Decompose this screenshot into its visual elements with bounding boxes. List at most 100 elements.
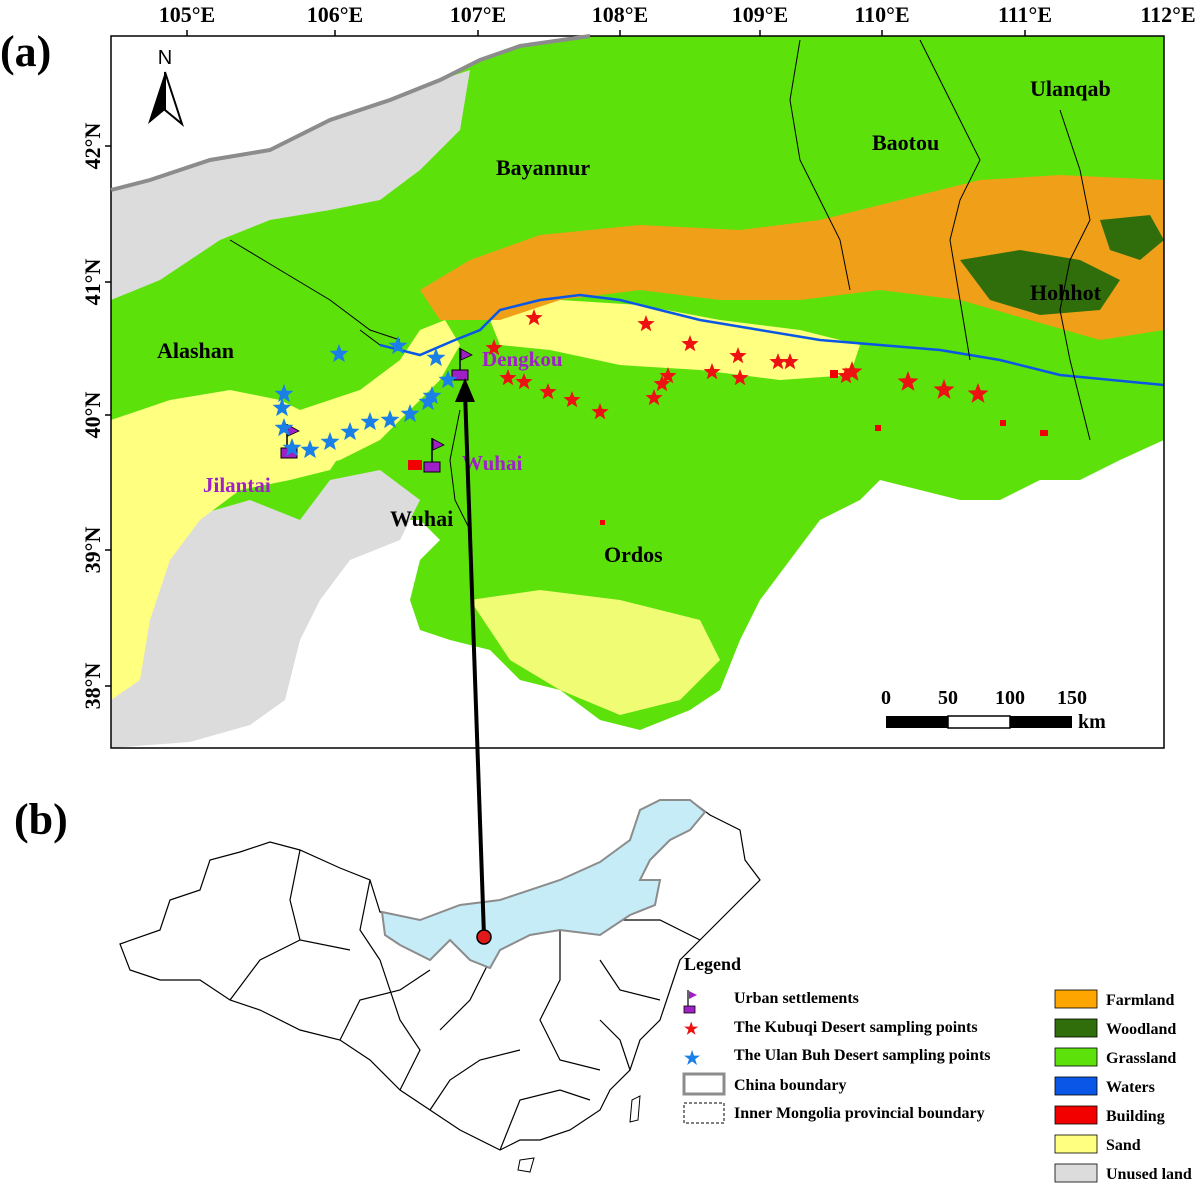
ulanbuh-sampling-point bbox=[380, 410, 400, 429]
kubuqi-sampling-point bbox=[525, 309, 543, 326]
hainan-island bbox=[517, 1157, 535, 1173]
lon-label-106: 106°E bbox=[307, 2, 363, 27]
region-ulanqab: Ulanqab bbox=[1030, 76, 1111, 101]
kubuqi-sampling-point bbox=[563, 391, 581, 408]
kubuqi-sampling-point bbox=[897, 371, 919, 391]
kubuqi-sampling-point bbox=[729, 347, 747, 364]
svg-text:China boundary: China boundary bbox=[734, 1077, 847, 1094]
legend-class-sand: Sand bbox=[1054, 1134, 1141, 1154]
frame-ticks bbox=[105, 30, 1026, 687]
lon-label-109: 109°E bbox=[732, 2, 788, 27]
kubuqi-sampling-points bbox=[485, 309, 989, 420]
ulanbuh-sampling-point bbox=[274, 384, 294, 403]
ulanbuh-sampling-point bbox=[340, 422, 360, 441]
legend-swatch bbox=[1054, 1076, 1098, 1096]
settlement-labels: Dengkou Jilantai Wuhai bbox=[203, 347, 563, 497]
settlement-jilantai: Jilantai bbox=[203, 473, 271, 497]
study-area-connector bbox=[455, 378, 492, 945]
kubuqi-sampling-point bbox=[769, 353, 787, 370]
scale-bar: 0 50 100 150 km bbox=[881, 687, 1106, 733]
unused-land-south bbox=[111, 470, 420, 748]
legend: Legend Urban settlements ★ The Kubuqi De… bbox=[682, 954, 1192, 1183]
lon-label-111: 111°E bbox=[998, 2, 1052, 27]
kubuqi-sampling-point bbox=[637, 315, 655, 332]
legend-class-label: Unused land bbox=[1106, 1166, 1192, 1183]
region-labels: Bayannur Baotou Ulanqab Hohhot Alashan O… bbox=[157, 76, 1111, 567]
region-alashan: Alashan bbox=[157, 338, 234, 363]
kubuqi-sampling-point bbox=[967, 383, 989, 403]
taiwan-island bbox=[629, 1095, 641, 1123]
legend-class-label: Farmland bbox=[1106, 992, 1175, 1009]
region-baotou: Baotou bbox=[872, 130, 939, 155]
city-boundaries bbox=[229, 39, 1091, 531]
land-class-legend: Farmland Woodland Grassland Waters Building S… bbox=[1054, 989, 1192, 1183]
svg-text:The Ulan Buh Desert sampling p: The Ulan Buh Desert sampling points bbox=[734, 1047, 991, 1064]
kubuqi-sampling-point bbox=[703, 363, 721, 380]
legend-class-label: Woodland bbox=[1106, 1021, 1176, 1038]
kubuqi-sampling-point bbox=[933, 379, 955, 399]
land-use-map bbox=[111, 36, 1164, 748]
svg-text:Inner Mongolia provincial boun: Inner Mongolia provincial boundary bbox=[734, 1105, 985, 1122]
legend-title: Legend bbox=[684, 954, 741, 974]
lon-label-110: 110°E bbox=[854, 2, 909, 27]
lat-label-41: 41°N bbox=[80, 259, 105, 306]
legend-class-building: Building bbox=[1054, 1105, 1165, 1125]
ulanbuh-sampling-point bbox=[422, 386, 442, 405]
kubuqi-sampling-point bbox=[515, 373, 533, 390]
region-bayannur: Bayannur bbox=[496, 155, 590, 180]
ulanbuh-sampling-point bbox=[282, 438, 302, 457]
ulanbuh-sampling-point bbox=[426, 348, 446, 367]
legend-item-china-boundary: China boundary bbox=[682, 1072, 847, 1096]
legend-class-label: Sand bbox=[1106, 1137, 1141, 1154]
svg-text:Urban settlements: Urban settlements bbox=[734, 990, 859, 1007]
kubuqi-sampling-point bbox=[781, 353, 799, 370]
svg-text:★: ★ bbox=[684, 1021, 699, 1038]
ulanbuh-sampling-point bbox=[418, 392, 438, 411]
im-boundary-line bbox=[110, 34, 591, 192]
yellow-river bbox=[379, 293, 1164, 387]
legend-class-label: Waters bbox=[1106, 1079, 1155, 1096]
lat-label-40: 40°N bbox=[80, 392, 105, 439]
unused-land-west bbox=[111, 70, 470, 300]
ulanbuh-sampling-point bbox=[320, 432, 340, 451]
lon-label-112: 112°E bbox=[1140, 2, 1195, 27]
ulanbuh-sampling-point bbox=[300, 440, 320, 459]
settlement-flag-wuhai bbox=[423, 438, 445, 473]
settlement-wuhai: Wuhai bbox=[462, 451, 522, 475]
legend-class-farmland: Farmland bbox=[1054, 989, 1175, 1009]
latitude-labels: 42°N 41°N 40°N 39°N 38°N bbox=[80, 123, 105, 710]
panel-b-label: (b) bbox=[14, 795, 68, 844]
sand-alashan bbox=[111, 390, 350, 700]
north-arrow: N bbox=[148, 47, 185, 127]
lon-label-107: 107°E bbox=[450, 2, 506, 27]
ulanbuh-sampling-point bbox=[388, 336, 408, 355]
woodland-patch bbox=[960, 250, 1120, 315]
legend-swatch bbox=[1054, 989, 1098, 1009]
legend-item-kubuqi: ★ The Kubuqi Desert sampling points bbox=[684, 1019, 978, 1038]
svg-text:The Kubuqi Desert sampling poi: The Kubuqi Desert sampling points bbox=[734, 1019, 978, 1036]
kubuqi-sampling-point bbox=[841, 361, 863, 381]
map-frame bbox=[110, 35, 1165, 749]
building-patches bbox=[408, 370, 1048, 525]
ulanbuh-sampling-point bbox=[438, 370, 458, 389]
inner-mongolia-region bbox=[380, 799, 707, 970]
ulanbuh-sampling-point bbox=[272, 398, 292, 417]
scale-unit: km bbox=[1078, 711, 1106, 733]
kubuqi-sampling-point bbox=[645, 389, 663, 406]
kubuqi-sampling-point bbox=[731, 369, 749, 386]
legend-swatch bbox=[1054, 1047, 1098, 1067]
kubuqi-sampling-point bbox=[485, 339, 503, 356]
ulanbuh-sampling-point bbox=[360, 412, 380, 431]
kubuqi-sampling-point bbox=[499, 369, 517, 386]
lat-label-39: 39°N bbox=[80, 527, 105, 574]
farmland-hetao bbox=[420, 175, 1164, 340]
ulanbuh-sampling-point bbox=[400, 404, 420, 423]
region-ordos: Ordos bbox=[604, 542, 663, 567]
sand-ordos-south bbox=[470, 590, 720, 715]
region-wuhai: Wuhai bbox=[390, 506, 453, 531]
lat-label-38: 38°N bbox=[80, 663, 105, 710]
legend-item-urban: Urban settlements bbox=[683, 990, 859, 1014]
legend-item-im-boundary: Inner Mongolia provincial boundary bbox=[683, 1102, 985, 1124]
settlement-flag-dengkou bbox=[451, 348, 473, 381]
